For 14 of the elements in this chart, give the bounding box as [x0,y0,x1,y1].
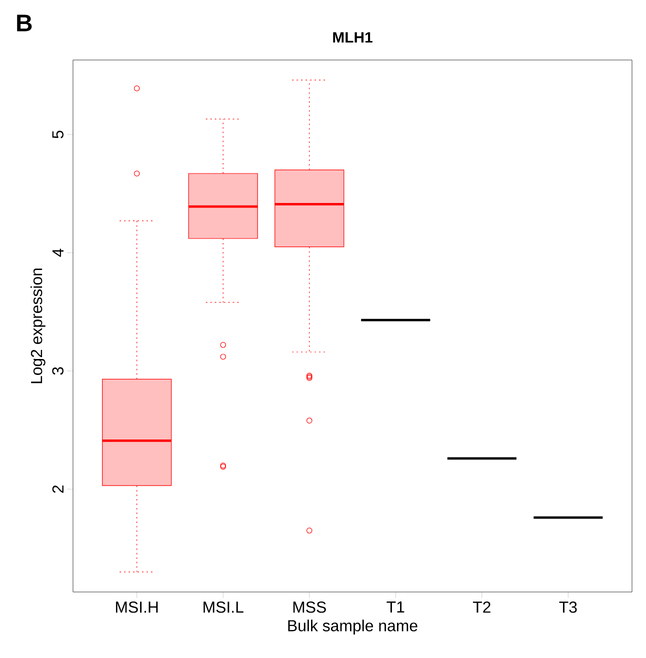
x-tick-label: T3 [559,602,577,613]
chart-title: MLH1 [333,32,372,42]
x-axis-title: Bulk sample name [288,620,418,634]
x-tick-label: MSI.H [116,602,158,613]
y-tick-label: 4 [52,248,64,257]
x-tick-label: MSS [293,602,326,613]
x-tick-label: MSI.L [204,602,244,613]
text: B [17,14,32,32]
y-tick-label: 2 [52,486,64,493]
x-tick-label: T2 [472,602,490,613]
y-tick-label: 3 [52,367,64,375]
x-tick-label: T1 [386,602,404,612]
y-tick-label: 5 [52,130,64,138]
y-axis-title: Log2 expression [30,268,46,384]
